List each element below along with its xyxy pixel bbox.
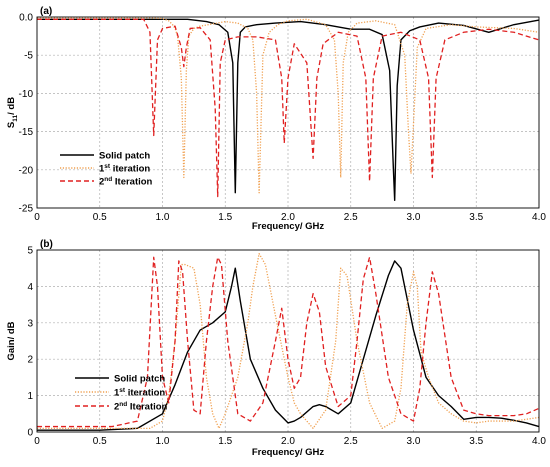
- x-tick-label: 3.0: [407, 436, 421, 447]
- y-tick-label: 4: [27, 282, 33, 293]
- series-line-2nd-iteration: [37, 256, 540, 428]
- legend-label: 2nd Iteration: [99, 176, 153, 188]
- plot-area: [37, 17, 539, 208]
- y-tick-label: -15: [19, 127, 34, 138]
- plot-frame: [36, 249, 540, 433]
- panel-label: (b): [40, 239, 53, 250]
- y-tick-label: 2: [27, 355, 33, 366]
- y-tick-label: 5: [27, 246, 33, 257]
- legend-label: Solid patch: [114, 374, 165, 385]
- x-axis-title: Frequency/ GHz: [252, 221, 325, 232]
- x-tick-label: 0.5: [93, 212, 107, 223]
- x-tick-label: 2.5: [344, 212, 358, 223]
- x-tick-label: 4.0: [532, 436, 546, 447]
- plot-frame: [36, 16, 540, 209]
- y-tick-label: -20: [19, 165, 34, 176]
- series-line-solid-patch: [37, 260, 540, 431]
- legend: Solid patch 1st iteration 2nd Iteration: [75, 374, 168, 413]
- legend-label: 1st iteration: [99, 163, 150, 175]
- x-tick-label: 3.5: [469, 212, 483, 223]
- x-tick-label: 4.0: [532, 212, 546, 223]
- series-line-1st-iteration: [37, 252, 540, 430]
- x-tick-label: 3.5: [469, 436, 483, 447]
- panel-b: 0 0.5 1.0 1.5 2.0 2.5 3.0 3.5 4.0 0 1 2 3 4 5 (b) Freque…: [6, 239, 546, 458]
- x-axis-title: Frequency/ GHz: [252, 447, 325, 458]
- y-tick-label: 0.0: [19, 13, 33, 24]
- legend-label: 2nd Iteration: [114, 401, 168, 413]
- panel-a: 0 0.5 1.0 1.5 2.0 2.5 3.0 3.5 4.0 0.0 -5 -10 -15 -20 -…: [6, 6, 546, 232]
- panel-label: (a): [40, 6, 52, 17]
- x-tick-label: 2.5: [344, 436, 358, 447]
- legend-label: 1st iteration: [114, 387, 165, 399]
- x-tick-label: 1.0: [156, 212, 170, 223]
- x-tick-label: 3.0: [407, 212, 421, 223]
- y-tick-label: 3: [27, 318, 33, 329]
- x-tick-label: 0.5: [93, 436, 107, 447]
- y-tick-label: 1: [27, 391, 33, 402]
- y-tick-label: -5: [24, 51, 33, 62]
- x-tick-label: 1.0: [156, 436, 170, 447]
- y-axis-title: S11/ dB: [6, 97, 19, 128]
- x-tick-label: 0: [34, 212, 40, 223]
- plot-area: [37, 250, 539, 432]
- x-tick-label: 2.0: [281, 212, 295, 223]
- y-tick-label: -10: [19, 89, 34, 100]
- legend-label: Solid patch: [99, 151, 150, 162]
- series-line-2nd-iteration: [37, 18, 540, 198]
- series-line-solid-patch: [37, 18, 540, 202]
- x-tick-label: 1.5: [218, 212, 232, 223]
- y-axis-title: Gain/ dB: [6, 321, 17, 360]
- x-tick-label: 1.5: [218, 436, 232, 447]
- y-tick-label: -25: [19, 204, 34, 215]
- x-tick-label: 0: [34, 436, 40, 447]
- x-tick-label: 2.0: [281, 436, 295, 447]
- y-tick-label: 0: [27, 428, 33, 439]
